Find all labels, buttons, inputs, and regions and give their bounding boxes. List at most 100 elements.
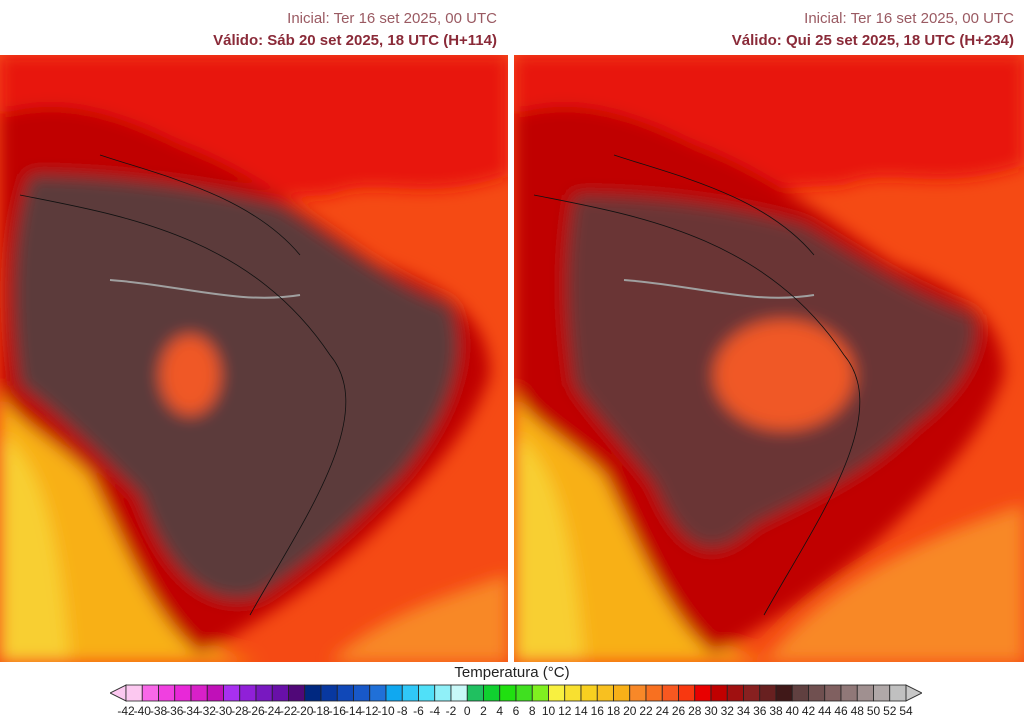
colorbar-bin	[125, 684, 143, 702]
colorbar-tick-label: -20	[296, 704, 314, 718]
colorbar-tick-label: 44	[818, 704, 832, 718]
colorbar-over-arrow	[905, 684, 922, 702]
colorbar-tick-label: 36	[753, 704, 767, 718]
temperature-map-1	[0, 55, 508, 662]
colorbar-bin	[418, 684, 436, 702]
colorbar-bin	[450, 684, 468, 702]
colorbar-bin	[369, 684, 387, 702]
colorbar-bin	[239, 684, 257, 702]
colorbar-tick-label: -32	[198, 704, 216, 718]
colorbar-tick-label: -18	[312, 704, 330, 718]
colorbar-bin	[580, 684, 598, 702]
colorbar-tick-label: -30	[214, 704, 233, 718]
colorbar-tick-label: -22	[279, 704, 298, 718]
colorbar-tick-label: -12	[361, 704, 379, 718]
colorbar-tick-label: -6	[413, 704, 424, 718]
colorbar-tick-label: 30	[704, 704, 718, 718]
colorbar-bin	[824, 684, 842, 702]
colorbar-tick-label: 20	[623, 704, 637, 718]
colorbar-bin	[808, 684, 826, 702]
colorbar-tick-label: -28	[231, 704, 249, 718]
colorbar-bin	[223, 684, 241, 702]
initial-time: Inicial: Ter 16 set 2025, 00 UTC	[804, 10, 1014, 27]
colorbar-bin	[531, 684, 549, 702]
colorbar-bin	[564, 684, 582, 702]
colorbar-tick-label: 50	[866, 704, 881, 718]
colorbar-tick-label: -38	[149, 704, 168, 718]
colorbar-bin	[483, 684, 501, 702]
colorbar-tick-label: -8	[396, 704, 408, 718]
colorbar-bin	[401, 684, 419, 702]
colorbar-tick-label: 6	[512, 704, 520, 718]
colorbar-bin	[889, 684, 907, 702]
colorbar-tick-label: 16	[590, 704, 604, 718]
colorbar-tick-label: 32	[720, 704, 734, 718]
colorbar-tick-label: -24	[263, 704, 281, 718]
colorbar-bin	[775, 684, 793, 702]
colorbar-tick-label: 8	[528, 704, 536, 718]
colorbar-bin	[141, 684, 159, 702]
colorbar	[110, 684, 922, 702]
colorbar-bin	[336, 684, 354, 702]
colorbar-bin	[596, 684, 614, 702]
colorbar-tick-label: 46	[834, 704, 848, 718]
colorbar-tick-label: -2	[445, 704, 457, 718]
colorbar-tick-label: 26	[671, 704, 686, 718]
colorbar-bin	[158, 684, 176, 702]
colorbar-tick-label: -26	[247, 704, 265, 718]
colorbar-bin	[759, 684, 777, 702]
colorbar-tick-label: 24	[655, 704, 669, 718]
colorbar-under-arrow	[110, 684, 127, 702]
colorbar-tick-label: 18	[606, 704, 621, 718]
colorbar-tick-label: -14	[344, 704, 363, 718]
colorbar-bin	[661, 684, 679, 702]
colorbar-tick-label: 0	[463, 704, 471, 718]
colorbar-bin	[271, 684, 289, 702]
colorbar-title: Temperatura (°C)	[454, 664, 570, 681]
colorbar-bin	[515, 684, 533, 702]
colorbar-tick-label: 4	[496, 704, 504, 718]
colorbar-bin	[645, 684, 663, 702]
colorbar-bin	[856, 684, 874, 702]
colorbar-bin	[255, 684, 273, 702]
colorbar-tick-label: 22	[639, 704, 653, 718]
colorbar-bin	[499, 684, 517, 702]
colorbar-bin	[613, 684, 631, 702]
colorbar-tick-label: 48	[850, 704, 864, 718]
colorbar-bin	[694, 684, 712, 702]
colorbar-tick-label: 38	[769, 704, 783, 718]
colorbar-tick-label: 52	[883, 704, 897, 718]
colorbar-bin	[873, 684, 891, 702]
colorbar-bin	[320, 684, 338, 702]
colorbar-bin	[548, 684, 566, 702]
colorbar-bin	[840, 684, 858, 702]
temperature-map-2	[514, 55, 1024, 662]
colorbar-tick-label: 40	[785, 704, 799, 718]
colorbar-tick-label: -34	[182, 704, 200, 718]
valid-time: Válido: Sáb 20 set 2025, 18 UTC (H+114)	[213, 32, 497, 49]
colorbar-tick-label: 42	[801, 704, 816, 718]
colorbar-bin	[288, 684, 306, 702]
colorbar-tick-label: -36	[166, 704, 184, 718]
colorbar-tick-label: -42	[117, 704, 135, 718]
colorbar-bin	[678, 684, 696, 702]
colorbar-tick-label: -16	[328, 704, 346, 718]
colorbar-bin	[434, 684, 452, 702]
colorbar-tick-label: 10	[541, 704, 556, 718]
panel-2-header: Inicial: Ter 16 set 2025, 00 UTC Válido:…	[732, 8, 1014, 52]
colorbar-bin	[726, 684, 744, 702]
colorbar-bin	[791, 684, 809, 702]
colorbar-bin	[206, 684, 224, 702]
colorbar-tick-label: 54	[899, 704, 913, 718]
colorbar-tick-label: 14	[574, 704, 588, 718]
colorbar-bin	[385, 684, 403, 702]
colorbar-tick-label: 28	[688, 704, 702, 718]
colorbar-tick-label: -10	[377, 704, 395, 718]
colorbar-bin	[466, 684, 484, 702]
colorbar-bin	[710, 684, 728, 702]
colorbar-ticks: -42 -40 -38 -36 -34 -32 -30 -28 -26 -24 -22 -20 -18-…	[0, 704, 1024, 720]
initial-time: Inicial: Ter 16 set 2025, 00 UTC	[287, 10, 497, 27]
colorbar-tick-label: 12	[558, 704, 572, 718]
colorbar-tick-label: -40	[133, 704, 151, 718]
colorbar-bin	[353, 684, 371, 702]
